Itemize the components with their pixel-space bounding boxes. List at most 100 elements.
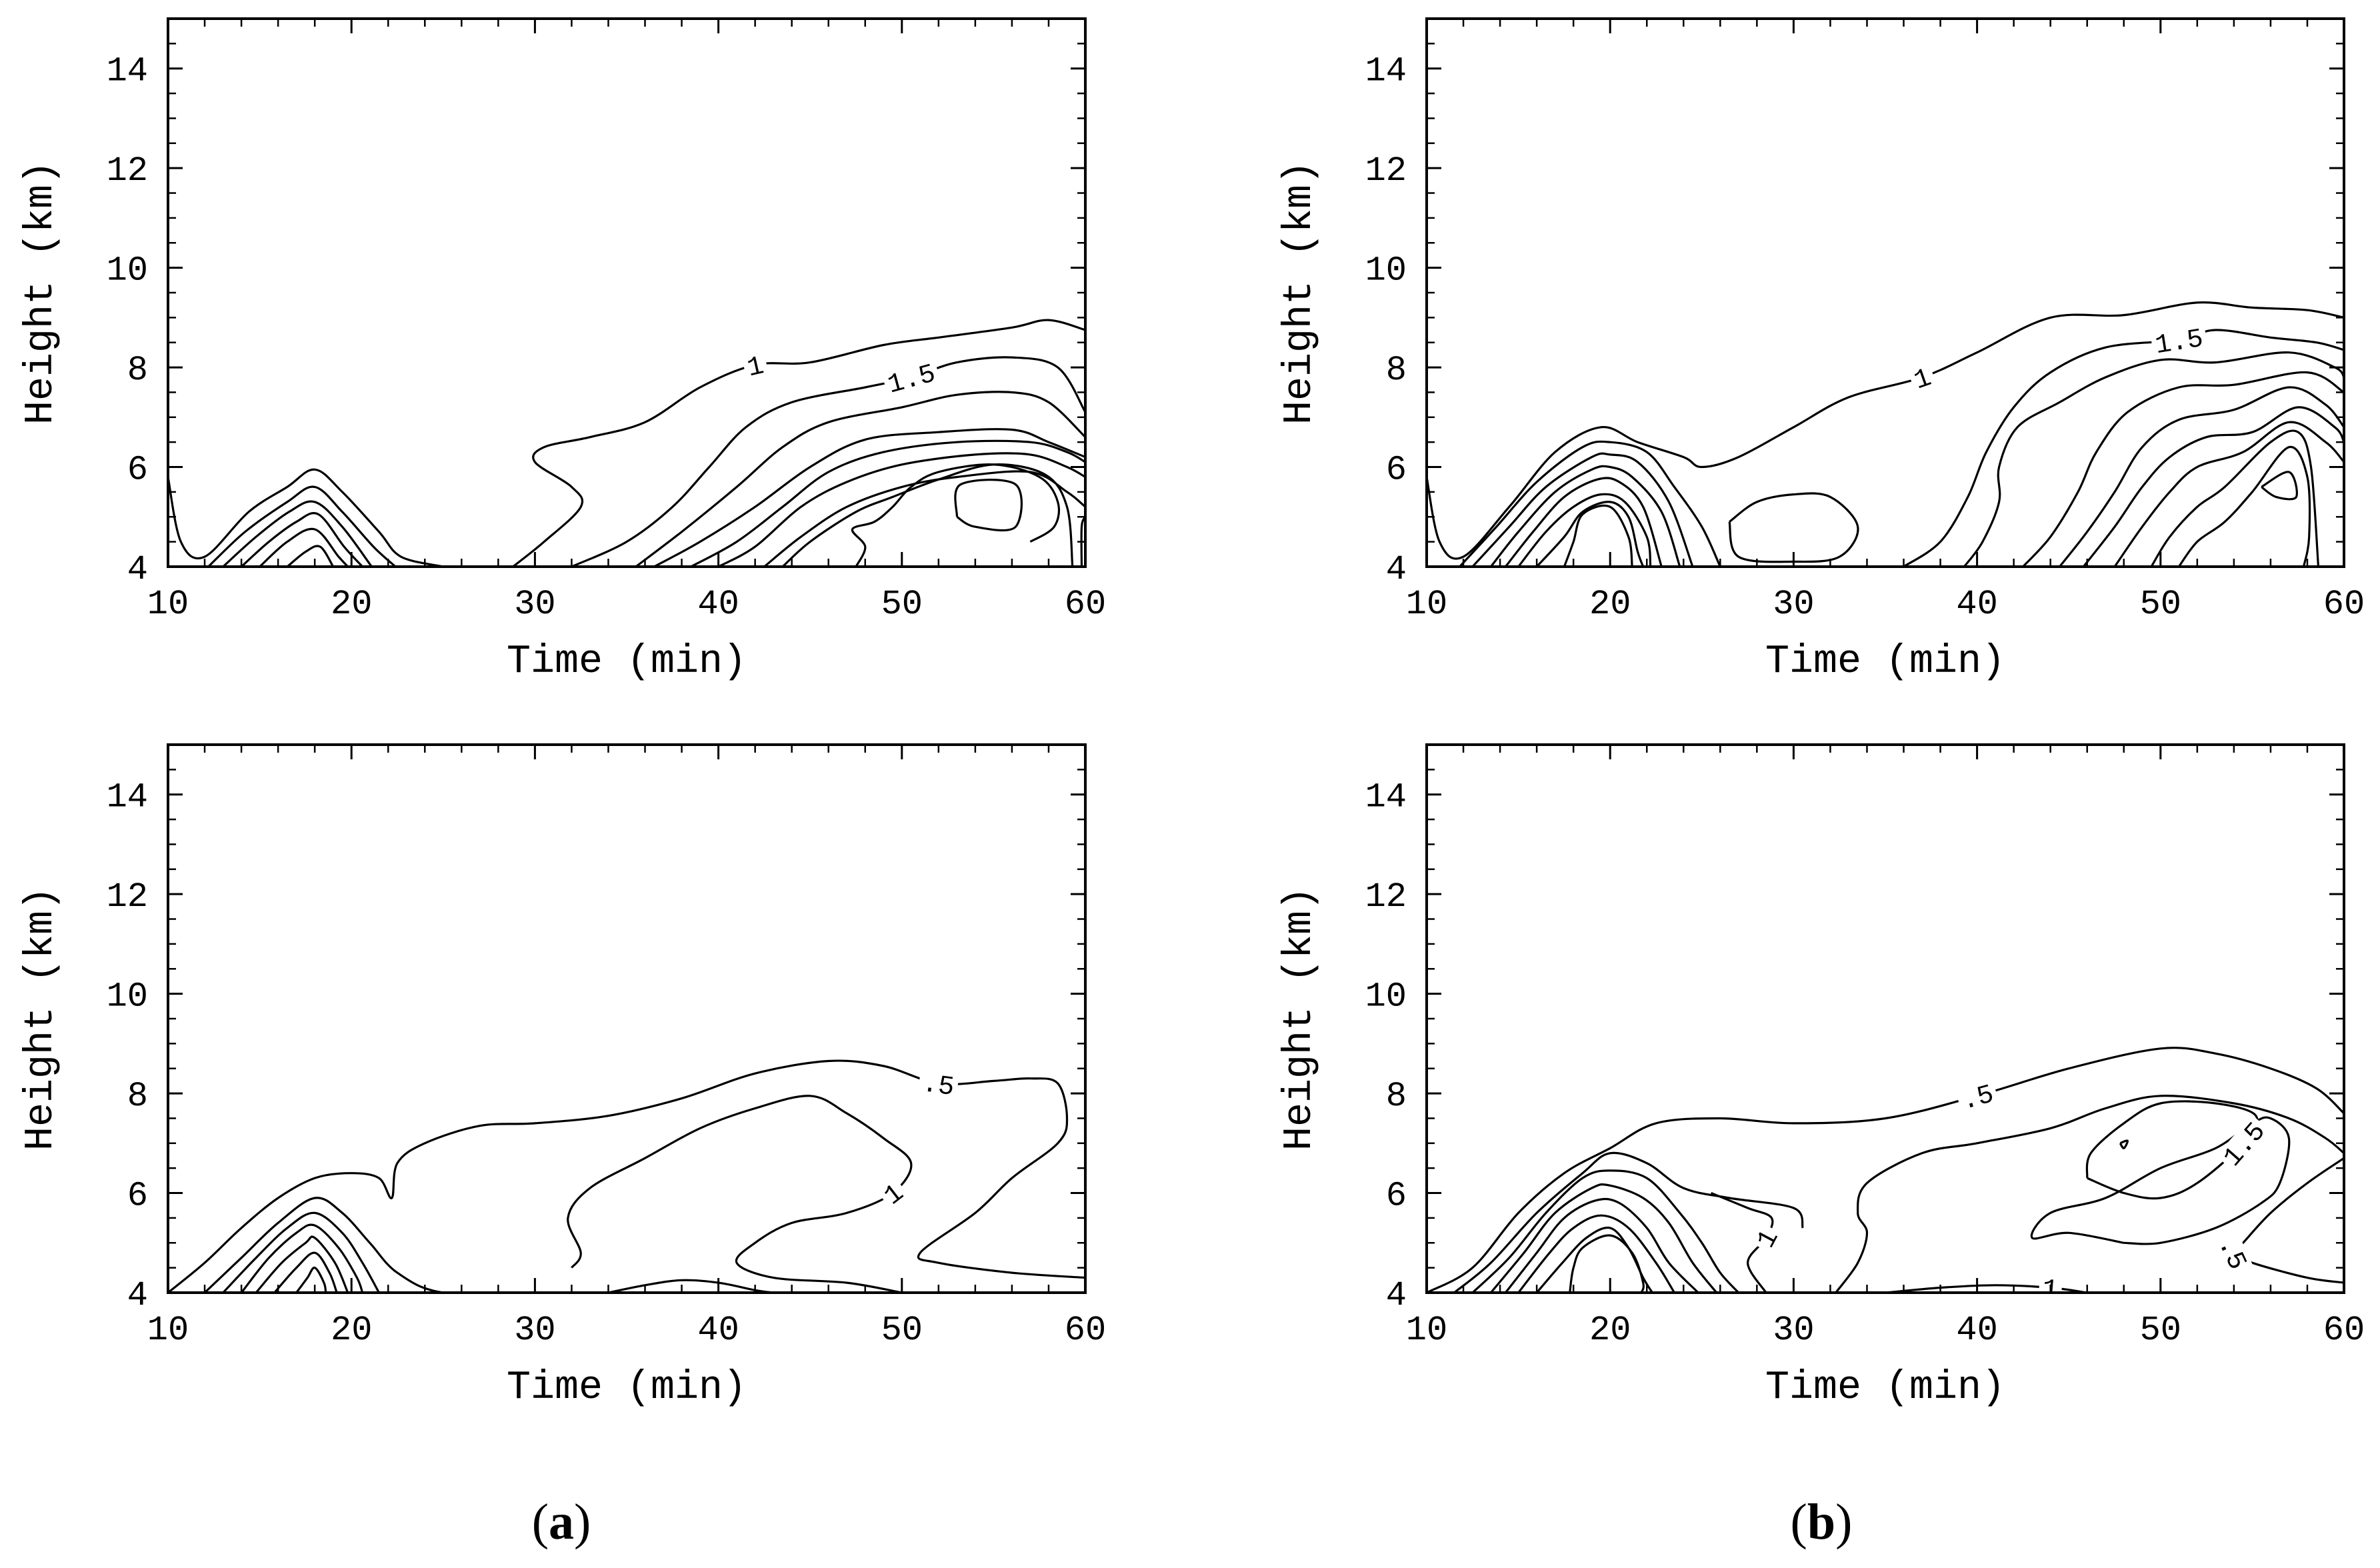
contour-line [1728,492,1859,563]
x-tick-label: 50 [881,1311,923,1350]
contour-line [222,500,373,567]
contour-label: 1 [1750,1222,1786,1254]
y-tick-label: 10 [1365,977,1407,1017]
contour-line [1517,493,1652,567]
x-axis-label: Time (min) [1765,1365,2005,1411]
contour-line [2261,471,2298,501]
y-axis-label: Height (km) [19,887,64,1151]
contour-line [2059,386,2344,567]
contour-line [240,1223,364,1293]
contour-line [1459,440,1721,567]
contour-line [1505,1197,1699,1293]
y-tick-label: 12 [107,877,148,917]
contour-line [717,452,1085,567]
contour-line [635,391,1085,567]
contour-line [1903,329,2344,567]
contour-line [168,468,444,567]
contour-line [2113,421,2344,567]
contour-label: 1 [1907,362,1937,397]
contour-label: 1.5 [2149,323,2208,361]
x-tick-label: 40 [697,1311,739,1350]
y-tick-label: 10 [1365,251,1407,291]
contour-line [207,485,397,567]
x-tick-label: 50 [881,585,923,624]
x-tick-label: 30 [1773,585,1814,624]
plot-frame [167,743,1087,1294]
x-tick-label: 40 [1956,585,1997,624]
contour-label: 1 [741,351,769,384]
x-tick-label: 10 [147,1311,189,1350]
contour-label: .5 [1955,1079,1999,1117]
x-tick-label: 50 [2140,1311,2181,1350]
contour-line [2022,371,2344,567]
contour-line [567,1095,913,1293]
contour-line [222,1211,380,1293]
x-tick-label: 40 [697,585,739,624]
y-tick-label: 8 [1386,351,1407,390]
contour-label: .5 [2211,1230,2253,1276]
caption-b: (b) [1790,1494,1853,1550]
caption-a: (a) [531,1494,591,1550]
contour-line [286,545,335,567]
contour-line [1471,1169,1739,1293]
contour-line [608,1279,774,1293]
x-tick-label: 10 [1406,585,1447,624]
contour-line [1535,1226,1653,1293]
x-tick-label: 30 [514,585,555,624]
contour-line [255,1235,349,1293]
contour-line [1535,501,1645,567]
contour-line [1490,465,1681,567]
y-tick-label: 12 [1365,151,1407,191]
y-tick-label: 14 [1365,52,1407,91]
y-axis-label: Height (km) [1277,887,1323,1151]
contour-line [851,463,1061,567]
contour-line [1505,477,1663,567]
contour-level-text: .5 [920,1069,956,1103]
y-tick-label: 10 [107,977,148,1017]
chart-panel-bottom-left: .5 1 10 20 30 40 50 60 4 6 8 10 12 14 Time (min) Height… [19,743,1106,1411]
contour-line [2177,445,2311,567]
contour-line [1710,1192,1774,1293]
x-tick-label: 20 [1589,585,1631,624]
y-axis-label: Height (km) [19,161,64,425]
contour-line [2119,1139,2129,1149]
x-axis-label: Time (min) [507,639,747,685]
y-tick-label: 4 [127,550,148,589]
contour-line [168,1059,1085,1293]
contour-line [1490,1183,1718,1293]
y-tick-label: 4 [127,1276,148,1315]
y-tick-label: 14 [107,778,148,817]
contour-line [1453,1151,1804,1293]
contour-group: .5 1 [168,1059,1085,1293]
contour-group: 11.5 [1427,301,2344,567]
y-tick-label: 6 [127,1177,148,1216]
contour-line [781,463,1074,567]
y-tick-label: 14 [1365,778,1407,817]
contour-line [690,439,1085,567]
contour-line [1427,301,2344,560]
y-tick-label: 6 [1386,1177,1407,1216]
contour-line [954,479,1023,532]
contour-line [295,1266,327,1293]
contour-line [1569,1234,1645,1293]
contour-label: 1 [876,1176,910,1212]
contour-line [1427,1047,2344,1293]
x-tick-label: 30 [514,1311,555,1350]
contour-line [2150,429,2320,567]
contour-label: .5 [917,1069,959,1103]
plot-frame [1425,743,2345,1294]
x-tick-label: 50 [2140,585,2181,624]
y-tick-label: 10 [107,251,148,291]
x-tick-label: 20 [331,585,372,624]
y-tick-label: 12 [1365,877,1407,917]
y-tick-label: 8 [1386,1077,1407,1116]
y-tick-label: 12 [107,151,148,191]
x-tick-label: 60 [2323,585,2365,624]
x-tick-label: 60 [2323,1311,2365,1350]
x-tick-label: 20 [331,1311,372,1350]
y-axis-label: Height (km) [1277,161,1323,425]
contour-line [653,428,1085,567]
